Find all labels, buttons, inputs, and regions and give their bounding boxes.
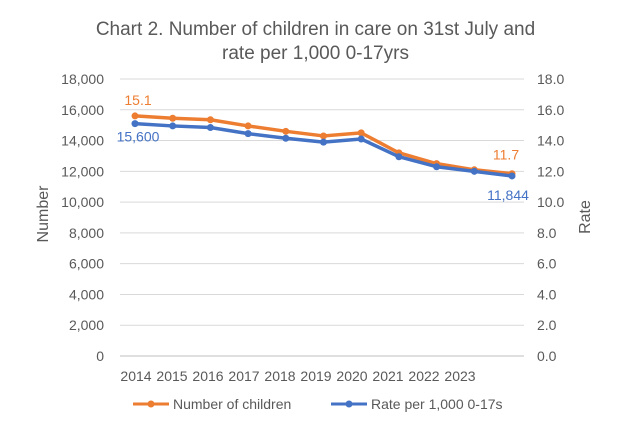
legend-item-rate-per-1000[interactable]: Rate per 1,000 0-17s	[331, 396, 503, 412]
y2-tick-label: 16.0	[537, 102, 564, 118]
legend-marker-orange	[133, 400, 169, 408]
x-tick-label: 2017	[228, 368, 259, 384]
y-tick-label: 8,000	[69, 225, 104, 241]
y2-tick-label: 8.0	[537, 225, 557, 241]
y-tick-label: 10,000	[61, 194, 104, 210]
data-point	[470, 167, 478, 175]
y-tick-label: 6,000	[69, 256, 104, 272]
x-tick-label: 2018	[264, 368, 295, 384]
data-point	[320, 138, 327, 146]
data-point	[244, 130, 252, 138]
x-tick-label: 2022	[408, 368, 439, 384]
data-point	[206, 116, 214, 124]
data-point	[320, 132, 327, 140]
x-tick-label: 2021	[372, 368, 403, 384]
y-tick-label: 2,000	[69, 317, 104, 333]
data-point	[169, 122, 177, 130]
legend-marker-blue	[331, 400, 367, 408]
y2-tick-label: 18.0	[537, 71, 564, 87]
data-point	[244, 122, 252, 130]
data-point	[282, 134, 290, 142]
chart-title-line-1: Chart 2. Number of children in care on 3…	[95, 19, 536, 40]
y2-tick-label: 4.0	[537, 286, 557, 302]
legend-label: Rate per 1,000 0-17s	[371, 396, 503, 412]
x-tick-label: 2020	[336, 368, 367, 384]
y-tick-label: 4,000	[69, 286, 104, 302]
chart-title-line-2: rate per 1,000 0-17yrs	[222, 43, 409, 64]
x-tick-label: 2019	[300, 368, 331, 384]
data-point	[395, 153, 403, 161]
data-label: 11,844	[487, 187, 529, 203]
y2-tick-label: 0.0	[537, 348, 557, 364]
data-point	[357, 129, 365, 137]
data-point	[169, 114, 177, 122]
data-point	[206, 123, 214, 131]
data-point	[433, 163, 441, 171]
y2-tick-label: 14.0	[537, 133, 564, 149]
y2-tick-label: 2.0	[537, 317, 557, 333]
x-tick-label: 2014	[120, 368, 151, 384]
data-point	[508, 172, 516, 180]
data-label: 11.7	[493, 147, 519, 163]
x-tick-label: 2016	[192, 368, 223, 384]
y2-tick-label: 12.0	[537, 163, 564, 179]
series-line-1	[134, 121, 513, 178]
y-tick-label: 12,000	[61, 163, 104, 179]
y-tick-label: 14,000	[61, 133, 104, 149]
y-tick-label: 0	[96, 348, 104, 364]
x-tick-label: 2015	[156, 368, 187, 384]
x-tick-label: 2023	[444, 368, 475, 384]
data-point	[357, 135, 365, 143]
y-tick-label: 16,000	[61, 102, 104, 118]
data-point	[131, 112, 139, 120]
data-label: 15,600	[117, 129, 160, 145]
y-tick-label: 18,000	[61, 71, 104, 87]
y2-tick-label: 10.0	[537, 194, 564, 210]
legend-item-number-of-children[interactable]: Number of children	[133, 396, 291, 412]
data-point	[282, 127, 290, 135]
y2-tick-label: 6.0	[537, 256, 557, 272]
legend-label: Number of children	[173, 396, 292, 412]
data-label: 15.1	[124, 92, 151, 108]
data-point	[131, 120, 139, 128]
